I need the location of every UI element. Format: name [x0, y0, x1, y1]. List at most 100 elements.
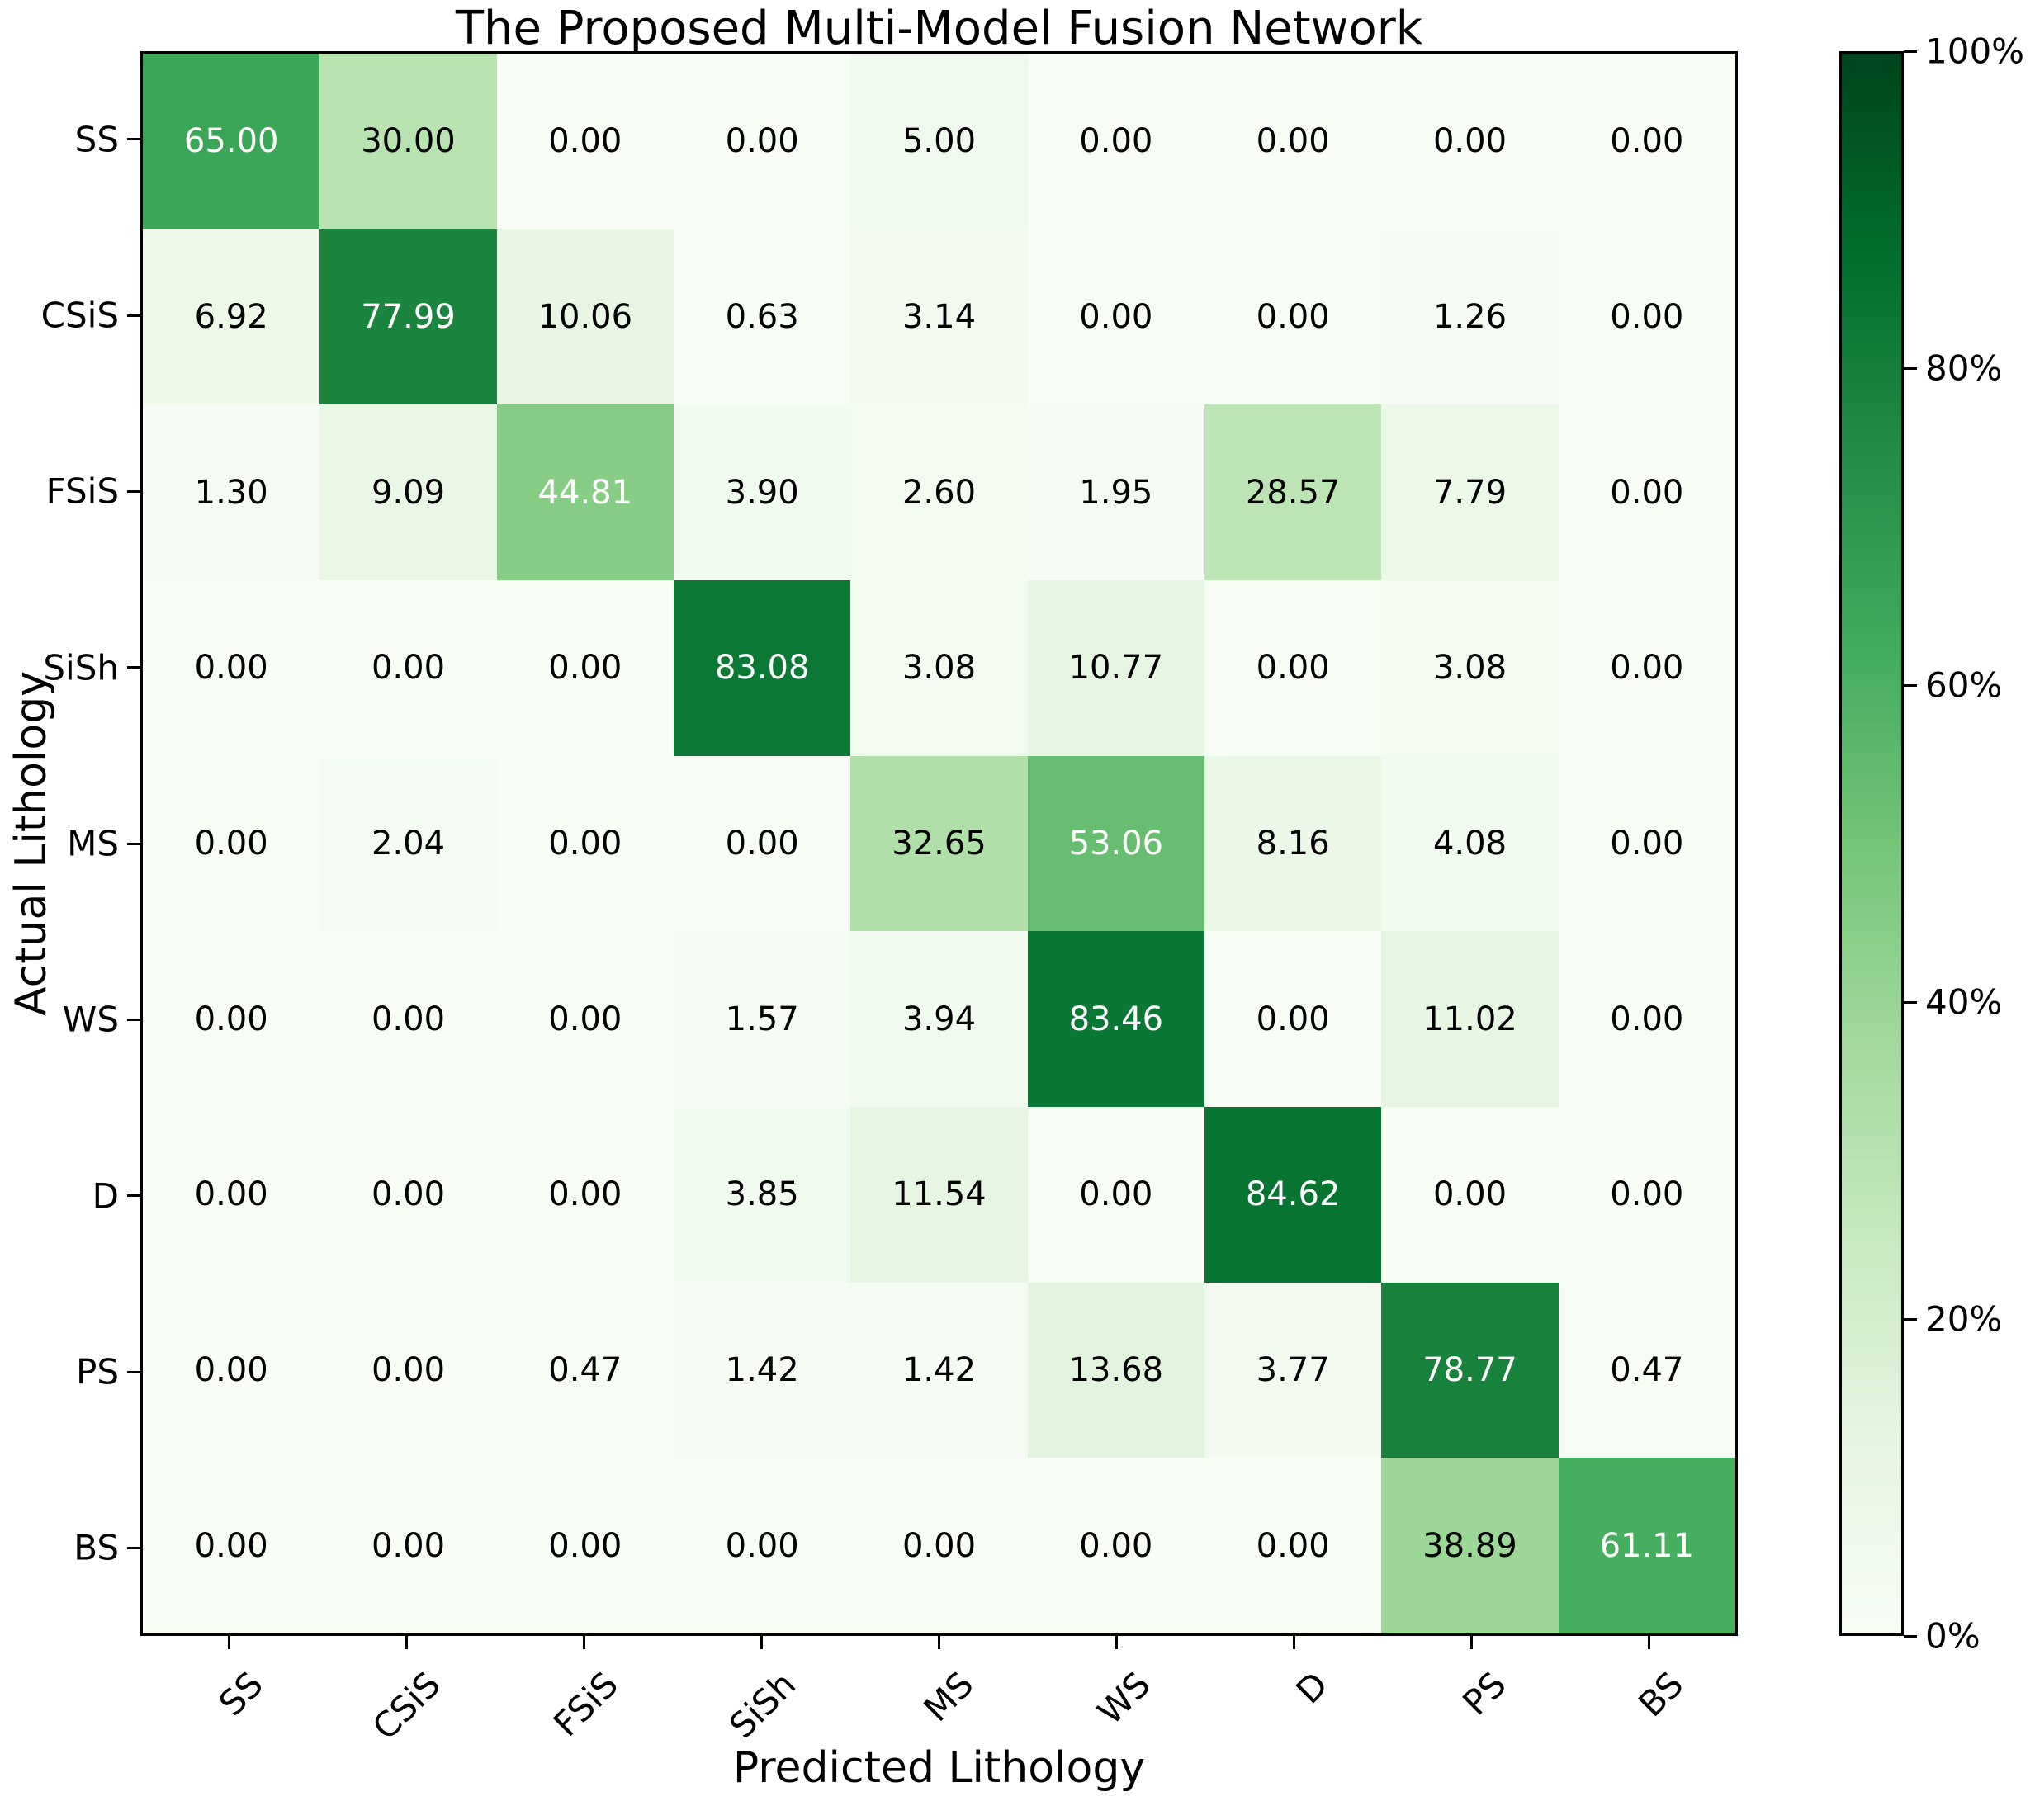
heatmap-cell: 0.00 — [673, 54, 851, 229]
heatmap-cell: 78.77 — [1381, 1282, 1559, 1458]
y-tick-mark — [127, 489, 140, 493]
x-tick-label: SiSh — [721, 1664, 804, 1747]
heatmap-cell: 13.68 — [1027, 1282, 1204, 1458]
heatmap-cell: 28.57 — [1204, 404, 1382, 580]
heatmap-cell: 3.14 — [850, 229, 1028, 405]
heatmap-cell: 0.00 — [143, 1282, 320, 1458]
heatmap-cell: 3.08 — [1381, 580, 1559, 756]
colorbar-tick-mark — [1904, 1000, 1917, 1004]
heatmap-cell: 3.77 — [1204, 1282, 1382, 1458]
x-tick-label: D — [1288, 1664, 1337, 1712]
y-tick-label: PS — [76, 1351, 119, 1392]
heatmap-cell: 0.00 — [1381, 1107, 1559, 1283]
heatmap-cell: 0.00 — [1381, 54, 1559, 229]
heatmap-cell: 0.00 — [496, 1458, 674, 1633]
heatmap-cell: 0.00 — [673, 755, 851, 932]
heatmap-cell: 1.42 — [850, 1282, 1028, 1458]
heatmap-cell: 11.02 — [1381, 931, 1559, 1107]
heatmap-cell: 11.54 — [850, 1107, 1028, 1283]
heatmap-cell: 77.99 — [319, 229, 497, 405]
heatmap-cell: 7.79 — [1381, 404, 1559, 580]
y-tick-mark — [127, 314, 140, 317]
heatmap-cell: 6.92 — [143, 229, 320, 405]
heatmap-cell: 0.00 — [319, 580, 497, 756]
heatmap-cell: 0.00 — [143, 580, 320, 756]
heatmap-cell: 3.90 — [673, 404, 851, 580]
x-tick-mark — [405, 1636, 408, 1649]
x-tick-label: PS — [1454, 1664, 1514, 1723]
y-tick-mark — [127, 1370, 140, 1373]
heatmap-cell: 0.00 — [1558, 580, 1735, 756]
heatmap-cell: 0.00 — [496, 580, 674, 756]
heatmap-cell: 0.00 — [1558, 755, 1735, 932]
heatmap-cell: 65.00 — [143, 54, 320, 229]
colorbar-tick-label: 60% — [1925, 664, 2003, 706]
heatmap-cell: 1.42 — [673, 1282, 851, 1458]
colorbar — [1839, 51, 1904, 1636]
heatmap-cell: 0.00 — [1204, 580, 1382, 756]
heatmap-cell: 0.00 — [1204, 229, 1382, 405]
heatmap-cell: 3.85 — [673, 1107, 851, 1283]
heatmap-cell: 0.00 — [1204, 54, 1382, 229]
colorbar-tick-label: 20% — [1925, 1298, 2003, 1340]
x-tick-mark — [1648, 1636, 1650, 1649]
colorbar-tick-label: 40% — [1925, 981, 2003, 1023]
heatmap-cell: 32.65 — [850, 755, 1028, 932]
heatmap-cell: 0.00 — [143, 755, 320, 932]
heatmap-cell: 61.11 — [1558, 1458, 1735, 1633]
heatmap-cell: 0.00 — [1204, 931, 1382, 1107]
heatmap-cell: 4.08 — [1381, 755, 1559, 932]
heatmap-cell: 8.16 — [1204, 755, 1382, 932]
heatmap-cell: 83.08 — [673, 580, 851, 756]
y-tick-label: WS — [62, 999, 119, 1040]
heatmap-cell: 0.00 — [496, 54, 674, 229]
heatmap-cell: 44.81 — [496, 404, 674, 580]
y-tick-mark — [127, 1194, 140, 1198]
heatmap-cell: 0.00 — [143, 931, 320, 1107]
y-tick-label: CSiS — [40, 295, 119, 336]
x-tick-label: MS — [916, 1664, 982, 1730]
heatmap-cell: 0.00 — [1558, 229, 1735, 405]
colorbar-tick-label: 80% — [1925, 347, 2003, 389]
heatmap-cell: 0.00 — [1027, 1458, 1204, 1633]
heatmap-cell: 0.00 — [1558, 931, 1735, 1107]
heatmap-cell: 0.00 — [319, 931, 497, 1107]
heatmap-cell: 38.89 — [1381, 1458, 1559, 1633]
heatmap-cell: 0.00 — [1558, 404, 1735, 580]
heatmap-cell: 0.00 — [143, 1107, 320, 1283]
heatmap-cell: 83.46 — [1027, 931, 1204, 1107]
heatmap-cell: 0.00 — [319, 1107, 497, 1283]
heatmap-cell: 0.00 — [1027, 54, 1204, 229]
y-axis-label: Actual Lithology — [7, 670, 56, 1017]
heatmap-cell: 53.06 — [1027, 755, 1204, 932]
x-tick-mark — [938, 1636, 940, 1649]
heatmap-cell: 2.60 — [850, 404, 1028, 580]
colorbar-tick-mark — [1904, 50, 1917, 53]
heatmap-cell: 0.63 — [673, 229, 851, 405]
y-tick-label: FSiS — [45, 470, 119, 512]
colorbar-tick-mark — [1904, 683, 1917, 687]
y-tick-label: SiSh — [43, 647, 119, 688]
heatmap-cell: 5.00 — [850, 54, 1028, 229]
x-tick-label: SS — [211, 1664, 272, 1724]
heatmap-cell: 0.00 — [1027, 1107, 1204, 1283]
heatmap-cell: 0.47 — [1558, 1282, 1735, 1458]
y-tick-mark — [127, 1018, 140, 1021]
heatmap-cell: 0.47 — [496, 1282, 674, 1458]
x-tick-mark — [228, 1636, 230, 1649]
x-tick-label: CSiS — [364, 1664, 449, 1748]
y-tick-label: D — [92, 1175, 119, 1217]
heatmap-cell: 0.00 — [319, 1458, 497, 1633]
x-tick-mark — [583, 1636, 585, 1649]
heatmap-cell: 0.00 — [496, 1107, 674, 1283]
y-tick-label: SS — [74, 119, 119, 160]
heatmap-cell: 0.00 — [1027, 229, 1204, 405]
y-tick-label: BS — [73, 1527, 119, 1568]
y-tick-mark — [127, 1546, 140, 1549]
x-tick-mark — [1115, 1636, 1118, 1649]
heatmap-cell: 1.57 — [673, 931, 851, 1107]
heatmap-cell: 0.00 — [319, 1282, 497, 1458]
x-tick-mark — [760, 1636, 763, 1649]
heatmap-cell: 1.95 — [1027, 404, 1204, 580]
